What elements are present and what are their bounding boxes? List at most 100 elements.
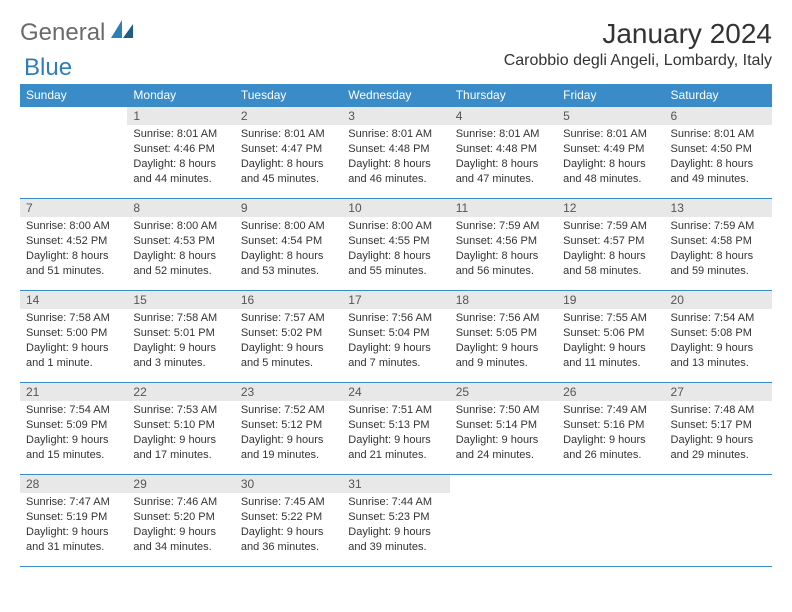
day-info: Sunrise: 7:57 AMSunset: 5:02 PMDaylight:… [241,311,336,370]
daylight-line: Daylight: 9 hours and 3 minutes. [133,341,228,371]
daylight-line: Daylight: 9 hours and 29 minutes. [671,433,766,463]
day-info: Sunrise: 7:51 AMSunset: 5:13 PMDaylight:… [348,403,443,462]
calendar-cell: 27Sunrise: 7:48 AMSunset: 5:17 PMDayligh… [665,383,772,475]
calendar-cell: . [557,475,664,567]
calendar-cell: 17Sunrise: 7:56 AMSunset: 5:04 PMDayligh… [342,291,449,383]
day-number: 4 [450,107,557,125]
calendar-cell: 5Sunrise: 8:01 AMSunset: 4:49 PMDaylight… [557,107,664,199]
calendar-cell: 25 Sunrise: 7:50 AMSunset: 5:14 PMDayligh… [450,383,557,475]
day-info: Sunrise: 7:46 AMSunset: 5:20 PMDaylight:… [133,495,228,554]
calendar-cell: 11Sunrise: 7:59 AMSunset: 4:56 PMDayligh… [450,199,557,291]
day-info: Sunrise: 8:00 AMSunset: 4:53 PMDaylight:… [133,219,228,278]
daylight-line: Daylight: 9 hours and 17 minutes. [133,433,228,463]
sunset-line: Sunset: 4:58 PM [671,234,766,249]
calendar-cell: . [450,475,557,567]
sunrise-line: Sunrise: 7:44 AM [348,495,443,510]
day-number: 7 [20,199,127,217]
calendar-cell: 29Sunrise: 7:46 AMSunset: 5:20 PMDayligh… [127,475,234,567]
daylight-line: Daylight: 8 hours and 53 minutes. [241,249,336,279]
daylight-line: Daylight: 8 hours and 45 minutes. [241,157,336,187]
day-number: 11 [450,199,557,217]
sunrise-line: Sunrise: 8:00 AM [241,219,336,234]
daylight-line: Daylight: 8 hours and 48 minutes. [563,157,658,187]
day-number: 27 [665,383,772,401]
day-number: 8 [127,199,234,217]
sunrise-line: Sunrise: 7:58 AM [133,311,228,326]
daylight-line: Daylight: 9 hours and 9 minutes. [456,341,551,371]
sunrise-line: Sunrise: 7:47 AM [26,495,121,510]
sunset-line: Sunset: 4:47 PM [241,142,336,157]
sunset-line: Sunset: 5:06 PM [563,326,658,341]
sunrise-line: Sunrise: 7:57 AM [241,311,336,326]
calendar-cell: 30Sunrise: 7:45 AMSunset: 5:22 PMDayligh… [235,475,342,567]
sunset-line: Sunset: 5:13 PM [348,418,443,433]
calendar-cell: 24 Sunrise: 7:51 AMSunset: 5:13 PMDayligh… [342,383,449,475]
day-info: Sunrise: 7:55 AMSunset: 5:06 PMDaylight:… [563,311,658,370]
day-info: Sunrise: 7:49 AMSunset: 5:16 PMDaylight:… [563,403,658,462]
day-info: Sunrise: 7:56 AMSunset: 5:05 PMDaylight:… [456,311,551,370]
sunset-line: Sunset: 4:49 PM [563,142,658,157]
logo-sail-icon [109,18,135,47]
day-number: 2 [235,107,342,125]
sunrise-line: Sunrise: 8:01 AM [671,127,766,142]
calendar-cell: 6 Sunrise: 8:01 AMSunset: 4:50 PMDaylight… [665,107,772,199]
daylight-line: Daylight: 9 hours and 13 minutes. [671,341,766,371]
day-number: 15 [127,291,234,309]
day-info: Sunrise: 8:01 AMSunset: 4:50 PMDaylight:… [671,127,766,186]
day-info: Sunrise: 8:00 AMSunset: 4:55 PMDaylight:… [348,219,443,278]
day-number: 25 [450,383,557,401]
sunset-line: Sunset: 5:23 PM [348,510,443,525]
sunset-line: Sunset: 4:57 PM [563,234,658,249]
sunset-line: Sunset: 5:09 PM [26,418,121,433]
daylight-line: Daylight: 9 hours and 5 minutes. [241,341,336,371]
day-number: 16 [235,291,342,309]
daylight-line: Daylight: 9 hours and 36 minutes. [241,525,336,555]
day-info: Sunrise: 7:50 AMSunset: 5:14 PMDaylight:… [456,403,551,462]
sunset-line: Sunset: 4:46 PM [133,142,228,157]
sunset-line: Sunset: 4:50 PM [671,142,766,157]
daylight-line: Daylight: 9 hours and 24 minutes. [456,433,551,463]
daylight-line: Daylight: 8 hours and 58 minutes. [563,249,658,279]
sunrise-line: Sunrise: 7:50 AM [456,403,551,418]
sunrise-line: Sunrise: 7:56 AM [456,311,551,326]
sunrise-line: Sunrise: 8:01 AM [348,127,443,142]
calendar-cell: 31Sunrise: 7:44 AMSunset: 5:23 PMDayligh… [342,475,449,567]
daylight-line: Daylight: 9 hours and 26 minutes. [563,433,658,463]
page-title: January 2024 [504,18,772,50]
sunrise-line: Sunrise: 7:53 AM [133,403,228,418]
day-number: 23 [235,383,342,401]
day-number: 1 [127,107,234,125]
day-info: Sunrise: 8:01 AMSunset: 4:49 PMDaylight:… [563,127,658,186]
day-number: 6 [665,107,772,125]
day-number: 9 [235,199,342,217]
sunset-line: Sunset: 4:48 PM [348,142,443,157]
daylight-line: Daylight: 8 hours and 46 minutes. [348,157,443,187]
calendar-cell: 26Sunrise: 7:49 AMSunset: 5:16 PMDayligh… [557,383,664,475]
daylight-line: Daylight: 9 hours and 31 minutes. [26,525,121,555]
daylight-line: Daylight: 9 hours and 34 minutes. [133,525,228,555]
calendar-cell: 14Sunrise: 7:58 AMSunset: 5:00 PMDayligh… [20,291,127,383]
sunset-line: Sunset: 4:54 PM [241,234,336,249]
daylight-line: Daylight: 9 hours and 1 minute. [26,341,121,371]
sunset-line: Sunset: 4:48 PM [456,142,551,157]
weekday-header: Tuesday [235,84,342,107]
sunset-line: Sunset: 4:55 PM [348,234,443,249]
calendar-cell: 3 Sunrise: 8:01 AMSunset: 4:48 PMDaylight… [342,107,449,199]
title-block: January 2024 Carobbio degli Angeli, Lomb… [504,18,772,70]
calendar-cell: 13Sunrise: 7:59 AMSunset: 4:58 PMDayligh… [665,199,772,291]
day-info: Sunrise: 8:01 AMSunset: 4:47 PMDaylight:… [241,127,336,186]
sunrise-line: Sunrise: 7:51 AM [348,403,443,418]
weekday-header: Wednesday [342,84,449,107]
daylight-line: Daylight: 9 hours and 21 minutes. [348,433,443,463]
daylight-line: Daylight: 9 hours and 7 minutes. [348,341,443,371]
sunrise-line: Sunrise: 7:48 AM [671,403,766,418]
day-number: 3 [342,107,449,125]
sunset-line: Sunset: 5:01 PM [133,326,228,341]
weekday-header: Monday [127,84,234,107]
sunrise-line: Sunrise: 8:01 AM [456,127,551,142]
sunset-line: Sunset: 5:05 PM [456,326,551,341]
sunset-line: Sunset: 5:10 PM [133,418,228,433]
day-number: 17 [342,291,449,309]
day-info: Sunrise: 7:59 AMSunset: 4:58 PMDaylight:… [671,219,766,278]
day-number: 24 [342,383,449,401]
